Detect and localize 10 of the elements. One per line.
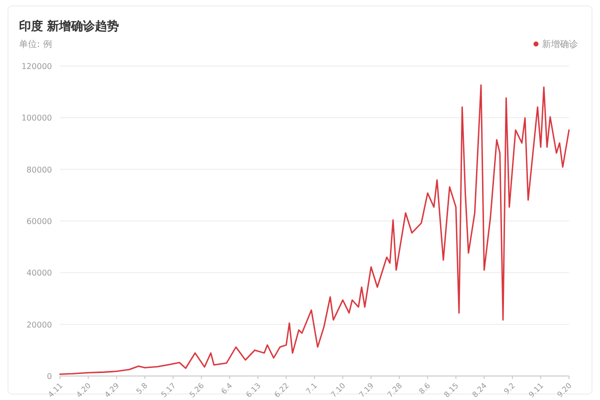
y-axis-title: 单位: 例: [19, 39, 52, 50]
y-tick-label: 40000: [26, 268, 52, 278]
y-tick-label: 0: [46, 372, 52, 381]
y-tick-label: 60000: [26, 217, 52, 226]
chart-title: 印度 新增确诊趋势: [19, 19, 120, 33]
y-tick-label: 20000: [26, 320, 52, 330]
y-tick-label: 100000: [21, 114, 52, 123]
y-tick-label: 120000: [21, 62, 52, 71]
legend-label: 新增确诊: [542, 39, 578, 50]
y-tick-label: 80000: [26, 165, 52, 174]
